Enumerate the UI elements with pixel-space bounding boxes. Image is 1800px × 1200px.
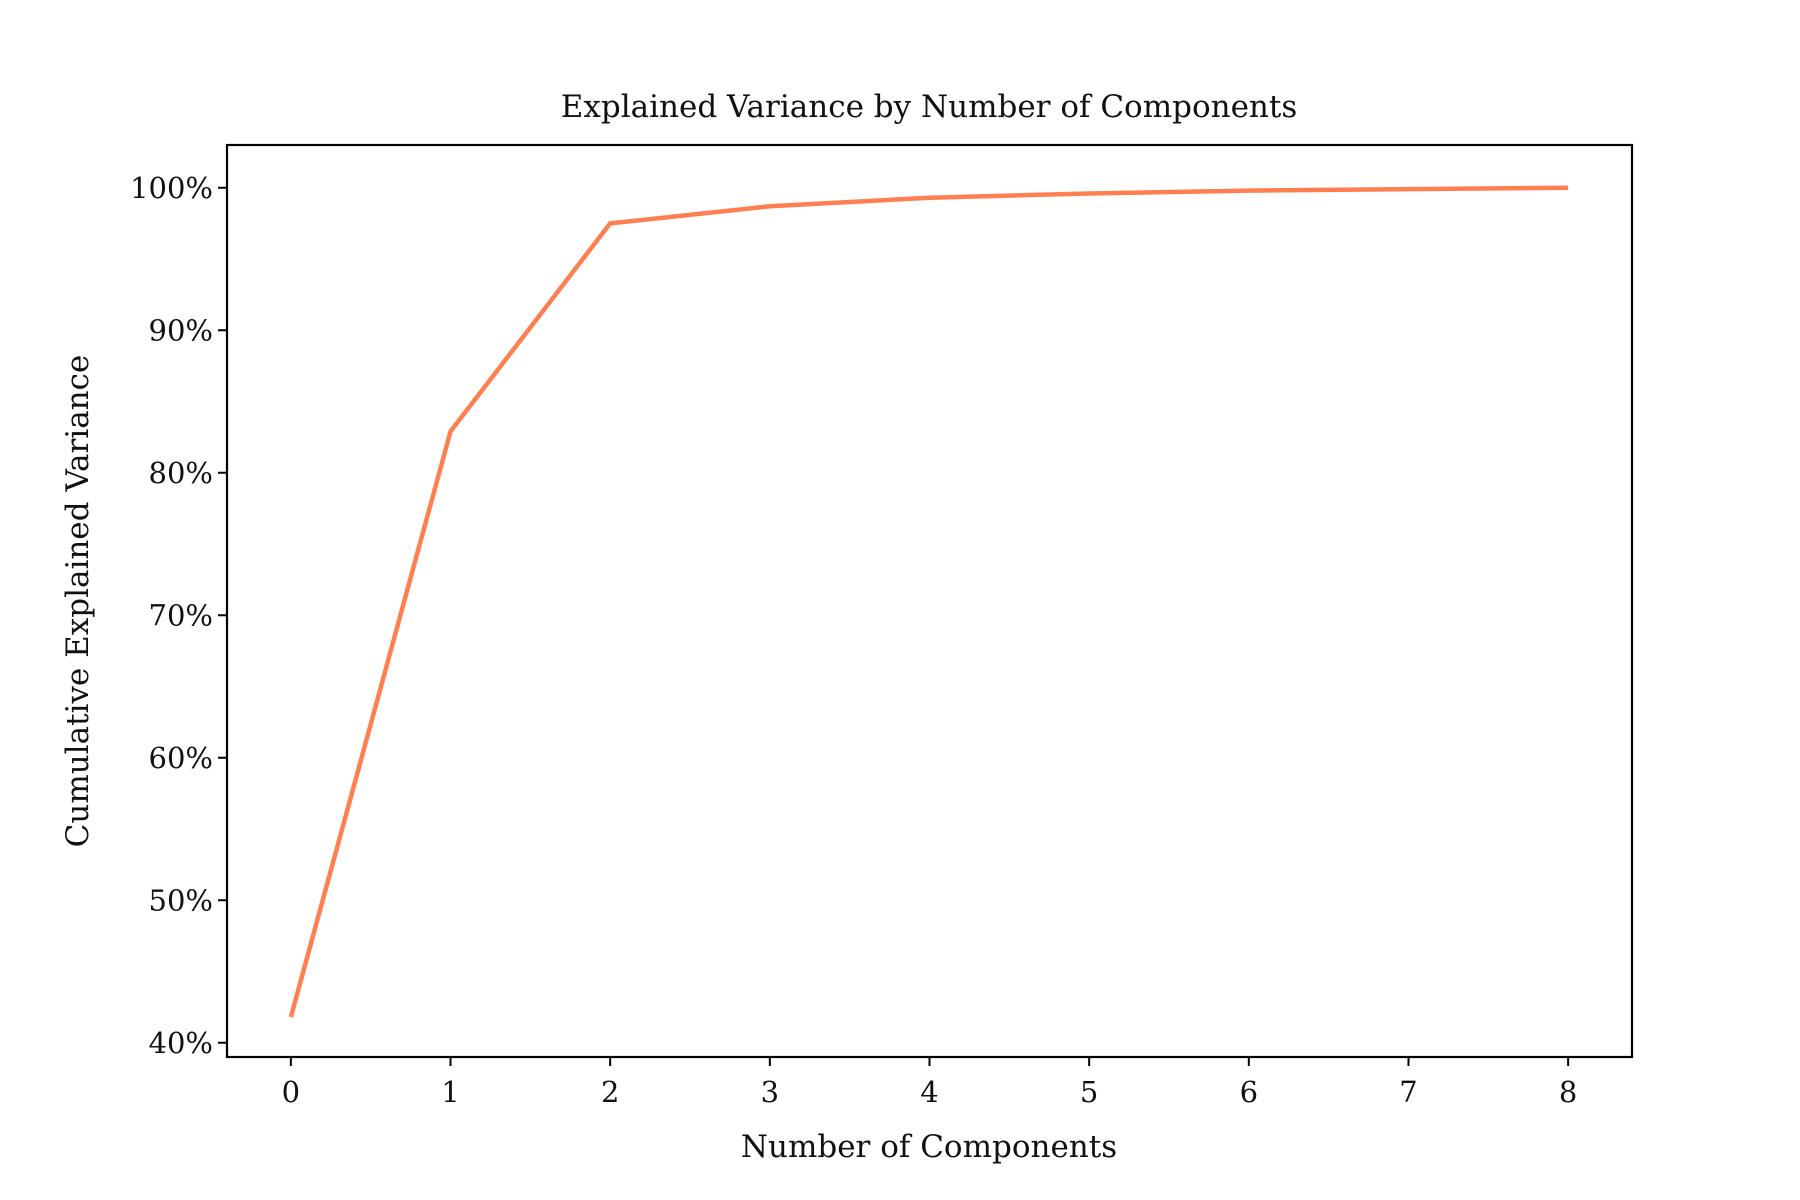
y-tick-label: 100% (130, 171, 213, 205)
y-tick-label: 50% (149, 883, 213, 917)
x-tick-label: 4 (920, 1075, 938, 1109)
y-tick-label: 90% (149, 313, 213, 347)
plot-area (288, 185, 1569, 1018)
x-tick-label: 5 (1080, 1075, 1098, 1109)
x-axis-label: Number of Components (741, 1129, 1117, 1165)
x-tick-label: 7 (1399, 1075, 1417, 1109)
y-axis: 40% 50% 60% 70% 80% 90% 100% (130, 171, 227, 1060)
x-axis: 0 1 2 3 4 5 6 7 8 (282, 1057, 1577, 1109)
x-tick-label: 3 (761, 1075, 779, 1109)
y-tick-label: 70% (149, 598, 213, 632)
x-tick-label: 6 (1240, 1075, 1258, 1109)
series-line-0 (288, 185, 1569, 1018)
y-tick-label: 80% (149, 456, 213, 490)
x-tick-label: 2 (601, 1075, 619, 1109)
y-tick-label: 40% (149, 1026, 213, 1060)
axes-frame (225, 143, 1634, 1059)
y-tick-label: 60% (149, 741, 213, 775)
x-tick-label: 1 (441, 1075, 459, 1109)
x-tick-label: 0 (282, 1075, 300, 1109)
y-axis-label: Cumulative Explained Variance (60, 355, 96, 848)
chart-title: Explained Variance by Number of Componen… (561, 89, 1298, 125)
x-tick-label: 8 (1559, 1075, 1577, 1109)
